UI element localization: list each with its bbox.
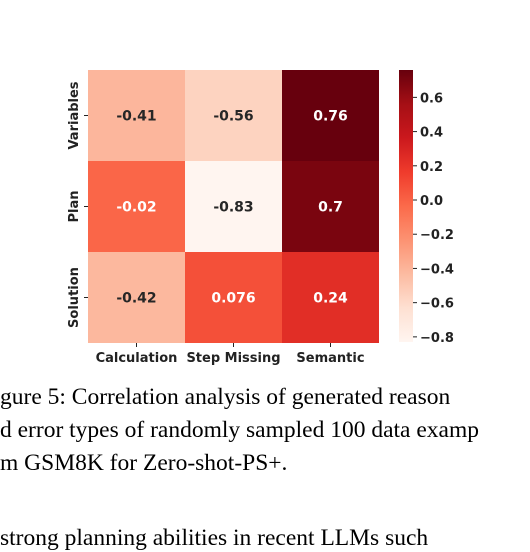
y-axis-ticks: Variables Plan Solution bbox=[67, 81, 88, 328]
heatmap-cell bbox=[88, 70, 185, 161]
heatmap-cell-labels: -0.41 -0.56 0.76 -0.02 -0.83 0.7 -0.42 0.076 0.2… bbox=[116, 109, 348, 307]
cell-value-label: -0.41 bbox=[116, 109, 156, 125]
cell-value-label: 0.076 bbox=[211, 291, 255, 307]
colorbar-gradient bbox=[399, 70, 413, 342]
colorbar-tick-label: 0.0 bbox=[420, 194, 443, 209]
colorbar-tick-label: 0.4 bbox=[420, 126, 443, 141]
figure-caption-line-3: m GSM8K for Zero-shot-PS+. bbox=[0, 450, 288, 476]
heatmap-cell bbox=[282, 161, 379, 252]
x-tick-label: Step Missing bbox=[186, 351, 280, 366]
cell-value-label: -0.42 bbox=[116, 291, 156, 307]
y-tick-label: Variables bbox=[67, 81, 82, 149]
correlation-heatmap: -0.41 -0.56 0.76 -0.02 -0.83 0.7 -0.42 0.076 0.2… bbox=[67, 70, 454, 366]
x-tick-label: Semantic bbox=[296, 351, 364, 366]
y-tick-label: Solution bbox=[67, 267, 82, 328]
figure-caption-line-1: gure 5: Correlation analysis of generate… bbox=[0, 384, 451, 410]
heatmap-cells bbox=[88, 70, 379, 343]
colorbar: 0.6 0.4 0.2 0.0 −0.2 −0.4 −0.6 −0.8 bbox=[399, 70, 454, 346]
heatmap-cell bbox=[185, 252, 282, 343]
figure-caption-line-2: d error types of randomly sampled 100 da… bbox=[0, 417, 479, 443]
colorbar-tick-label: −0.4 bbox=[420, 262, 454, 277]
heatmap-cell bbox=[185, 70, 282, 161]
y-tick-label: Plan bbox=[67, 190, 82, 222]
colorbar-tick-label: 0.2 bbox=[420, 160, 443, 175]
heatmap-cell bbox=[282, 252, 379, 343]
cell-value-label: -0.83 bbox=[213, 200, 253, 216]
cell-value-label: 0.7 bbox=[318, 200, 343, 216]
colorbar-tick-label: 0.6 bbox=[420, 91, 443, 106]
cell-value-label: 0.76 bbox=[313, 109, 348, 125]
heatmap-cell bbox=[282, 70, 379, 161]
colorbar-tick-label: −0.8 bbox=[420, 331, 454, 346]
colorbar-tick-label: −0.6 bbox=[420, 297, 454, 312]
body-text-line: strong planning abilities in recent LLMs… bbox=[0, 525, 429, 551]
heatmap-cell bbox=[88, 161, 185, 252]
cell-value-label: -0.02 bbox=[116, 200, 156, 216]
colorbar-tick-label: −0.2 bbox=[420, 228, 454, 243]
cell-value-label: -0.56 bbox=[213, 109, 253, 125]
x-tick-label: Calculation bbox=[96, 351, 178, 366]
heatmap-cell bbox=[185, 161, 282, 252]
cell-value-label: 0.24 bbox=[313, 291, 348, 307]
x-axis-ticks: Calculation Step Missing Semantic bbox=[96, 343, 365, 366]
heatmap-cell bbox=[88, 252, 185, 343]
